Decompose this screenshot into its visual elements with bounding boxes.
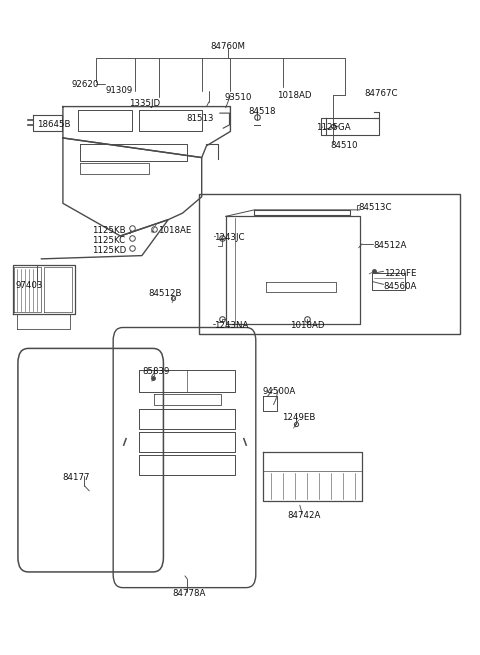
Text: 1335JD: 1335JD [129,99,160,108]
Text: 84518: 84518 [249,107,276,117]
Text: 84510: 84510 [330,141,358,150]
Text: 92620: 92620 [72,80,99,89]
Text: 84778A: 84778A [172,589,205,598]
Text: 84767C: 84767C [364,89,398,98]
Text: 1243JC: 1243JC [214,233,244,242]
Text: 1125KC: 1125KC [92,236,125,245]
Text: 81513: 81513 [186,114,214,123]
Text: 1249EB: 1249EB [282,413,315,422]
Text: 84177: 84177 [62,474,89,482]
Text: 84560A: 84560A [384,282,417,291]
Text: 1220FE: 1220FE [384,269,416,278]
Text: 94500A: 94500A [263,387,296,396]
Text: 84513C: 84513C [359,204,392,212]
Text: 1018AD: 1018AD [277,91,312,100]
Text: 18645B: 18645B [36,121,70,130]
Text: 91309: 91309 [105,86,132,95]
Text: 1018AE: 1018AE [157,226,191,235]
Text: 93510: 93510 [225,93,252,102]
Text: 84512A: 84512A [373,241,407,250]
Text: 1018AD: 1018AD [290,321,325,330]
Text: 84742A: 84742A [287,512,320,520]
Text: 1125GA: 1125GA [316,123,350,132]
Text: 97403: 97403 [15,280,42,290]
Text: 1125KB: 1125KB [92,226,125,235]
Text: 85839: 85839 [142,367,169,376]
Text: 84512B: 84512B [148,289,181,298]
Text: 1125KD: 1125KD [92,246,126,255]
Text: 1243NA: 1243NA [214,321,248,330]
Bar [199,193,460,334]
Text: 84760M: 84760M [211,42,246,51]
